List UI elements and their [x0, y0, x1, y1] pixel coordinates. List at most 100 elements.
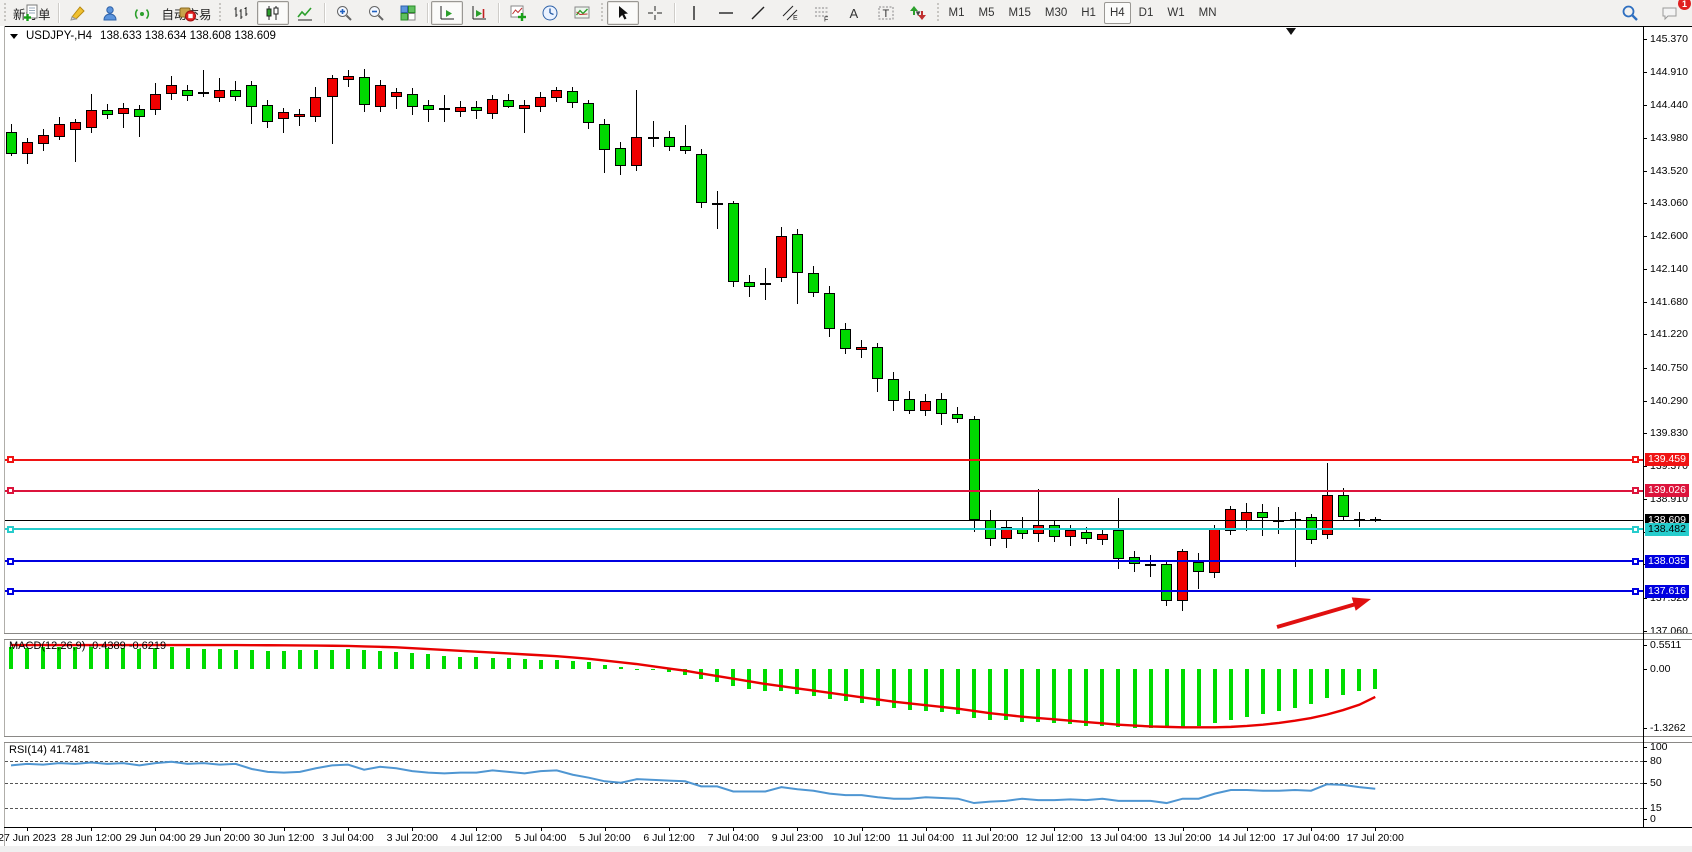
macd-signal-line: [11, 643, 1376, 729]
chart-area[interactable]: USDJPY-,H4 138.633 138.634 138.608 138.6…: [0, 26, 1692, 852]
line-handle[interactable]: [7, 487, 14, 495]
indicators-button[interactable]: ▼: [502, 1, 534, 25]
date-tick-label: 11 Jul 20:00: [961, 832, 1019, 844]
horizontal-line-tool-button[interactable]: [710, 1, 742, 25]
horizontal-line-object[interactable]: [5, 489, 1643, 492]
new-order-icon: [23, 4, 38, 21]
cursor-tool-button[interactable]: [606, 1, 639, 25]
candle-body: [1161, 564, 1173, 602]
candle-body: [101, 110, 113, 116]
date-tick-label: 4 Jul 12:00: [450, 832, 503, 844]
zoom-in-button[interactable]: [328, 1, 360, 25]
trendline-tool-button[interactable]: [742, 1, 774, 25]
date-tick-mark: [1118, 827, 1120, 831]
candle-wick: [331, 74, 333, 144]
timeframe-button-D1[interactable]: D1: [1138, 7, 1154, 19]
horizontal-line-object[interactable]: [5, 560, 1643, 563]
toolbar-grip[interactable]: [935, 3, 941, 23]
candle-wick: [716, 190, 718, 230]
line-handle[interactable]: [1632, 456, 1639, 464]
chart-shift-marker[interactable]: [1286, 28, 1296, 35]
line-handle[interactable]: [7, 525, 14, 533]
horizontal-line-object[interactable]: [5, 458, 1643, 461]
macd-histogram-bar: [683, 669, 688, 676]
zoom-out-button[interactable]: [360, 1, 392, 25]
macd-histogram-bar: [137, 648, 142, 670]
price-tick-mark: [1643, 71, 1647, 73]
timeframe-button-H1[interactable]: H1: [1081, 7, 1096, 19]
candlestick-chart-button[interactable]: [256, 1, 289, 25]
horizontal-line-object[interactable]: [5, 528, 1643, 531]
text-tool-button[interactable]: A: [838, 1, 870, 25]
line-handle[interactable]: [1632, 525, 1639, 533]
candle-body: [840, 329, 852, 350]
symbol-dropdown-icon[interactable]: [10, 33, 18, 39]
rsi-tick-label: 15: [1650, 802, 1662, 815]
horizontal-line-icon: [718, 12, 733, 14]
candle-wick: [1037, 488, 1039, 543]
notifications-button[interactable]: 1: [1654, 0, 1691, 25]
line-chart-button[interactable]: [289, 1, 321, 25]
macd-tick-label: 0.00: [1650, 663, 1671, 676]
community-button[interactable]: [94, 1, 126, 25]
community-icon: [103, 6, 117, 21]
timeframe-button-MN[interactable]: MN: [1198, 7, 1217, 19]
horizontal-line-object[interactable]: [5, 590, 1643, 593]
candle-body: [551, 90, 563, 99]
autotrading-button[interactable]: 自动交易: [158, 1, 216, 25]
bar-chart-button[interactable]: [225, 1, 257, 25]
line-handle[interactable]: [7, 557, 14, 565]
zoom-out-icon: [368, 6, 384, 21]
timeframe-button-H4[interactable]: H4: [1103, 2, 1131, 24]
crosshair-tool-button[interactable]: [639, 1, 671, 25]
candle-body: [487, 98, 498, 115]
channel-tool-button[interactable]: E: [774, 1, 806, 25]
macd-histogram-bar: [875, 669, 880, 706]
pane-splitter-rsi[interactable]: [4, 736, 1692, 743]
rsi-level-line: [5, 761, 1643, 762]
arrows-tool-button[interactable]: ▼: [902, 1, 934, 25]
timeframe-button-W1[interactable]: W1: [1167, 7, 1185, 19]
timeframe-button-M5[interactable]: M5: [978, 7, 995, 19]
timeframe-button-M15[interactable]: M15: [1008, 7, 1031, 19]
line-handle[interactable]: [1632, 587, 1639, 595]
signals-button[interactable]: [126, 1, 158, 25]
candle-body: [166, 85, 177, 94]
marker-tool-button[interactable]: [62, 1, 94, 25]
timeframe-button-M1[interactable]: M1: [948, 7, 965, 19]
autoscroll-button[interactable]: [430, 1, 463, 25]
toolbar-separator: [57, 3, 59, 23]
tile-windows-button[interactable]: [392, 1, 424, 25]
chart-shift-button[interactable]: [463, 1, 495, 25]
trend-arrow-annotation[interactable]: [0, 26, 1692, 852]
line-handle[interactable]: [7, 456, 14, 464]
search-button[interactable]: [1614, 1, 1646, 25]
toolbar-grip[interactable]: [2, 3, 7, 23]
new-order-button[interactable]: 新订单: [9, 1, 55, 25]
candle-body: [904, 399, 916, 411]
line-handle[interactable]: [1632, 557, 1639, 565]
svg-text:T: T: [882, 8, 889, 20]
period-button[interactable]: ▼: [534, 1, 566, 25]
macd-histogram-bar: [554, 659, 559, 670]
candle-body: [1257, 511, 1269, 519]
date-tick-label: 5 Jul 20:00: [579, 832, 631, 844]
toolbar-grip[interactable]: [599, 3, 605, 23]
toolbar-grip[interactable]: [217, 3, 223, 23]
fibonacci-tool-button[interactable]: F: [806, 1, 838, 25]
text-label-tool-button[interactable]: T: [870, 1, 902, 25]
timeframe-button-M30[interactable]: M30: [1044, 7, 1068, 19]
macd-histogram-bar: [1100, 669, 1105, 726]
line-handle[interactable]: [7, 587, 14, 595]
candle-body: [503, 100, 515, 107]
arrows-dropdown-caret[interactable]: ▼: [914, 8, 922, 18]
template-button[interactable]: ▼: [566, 1, 598, 25]
date-tick-mark: [91, 827, 93, 831]
macd-histogram-bar: [25, 647, 30, 670]
autoscroll-icon: [440, 6, 454, 20]
line-handle[interactable]: [1632, 487, 1639, 495]
horizontal-line-object[interactable]: [5, 519, 1643, 521]
pane-splitter-macd[interactable]: [4, 633, 1692, 640]
date-tick-mark: [27, 827, 29, 831]
vertical-line-tool-button[interactable]: [678, 1, 710, 25]
